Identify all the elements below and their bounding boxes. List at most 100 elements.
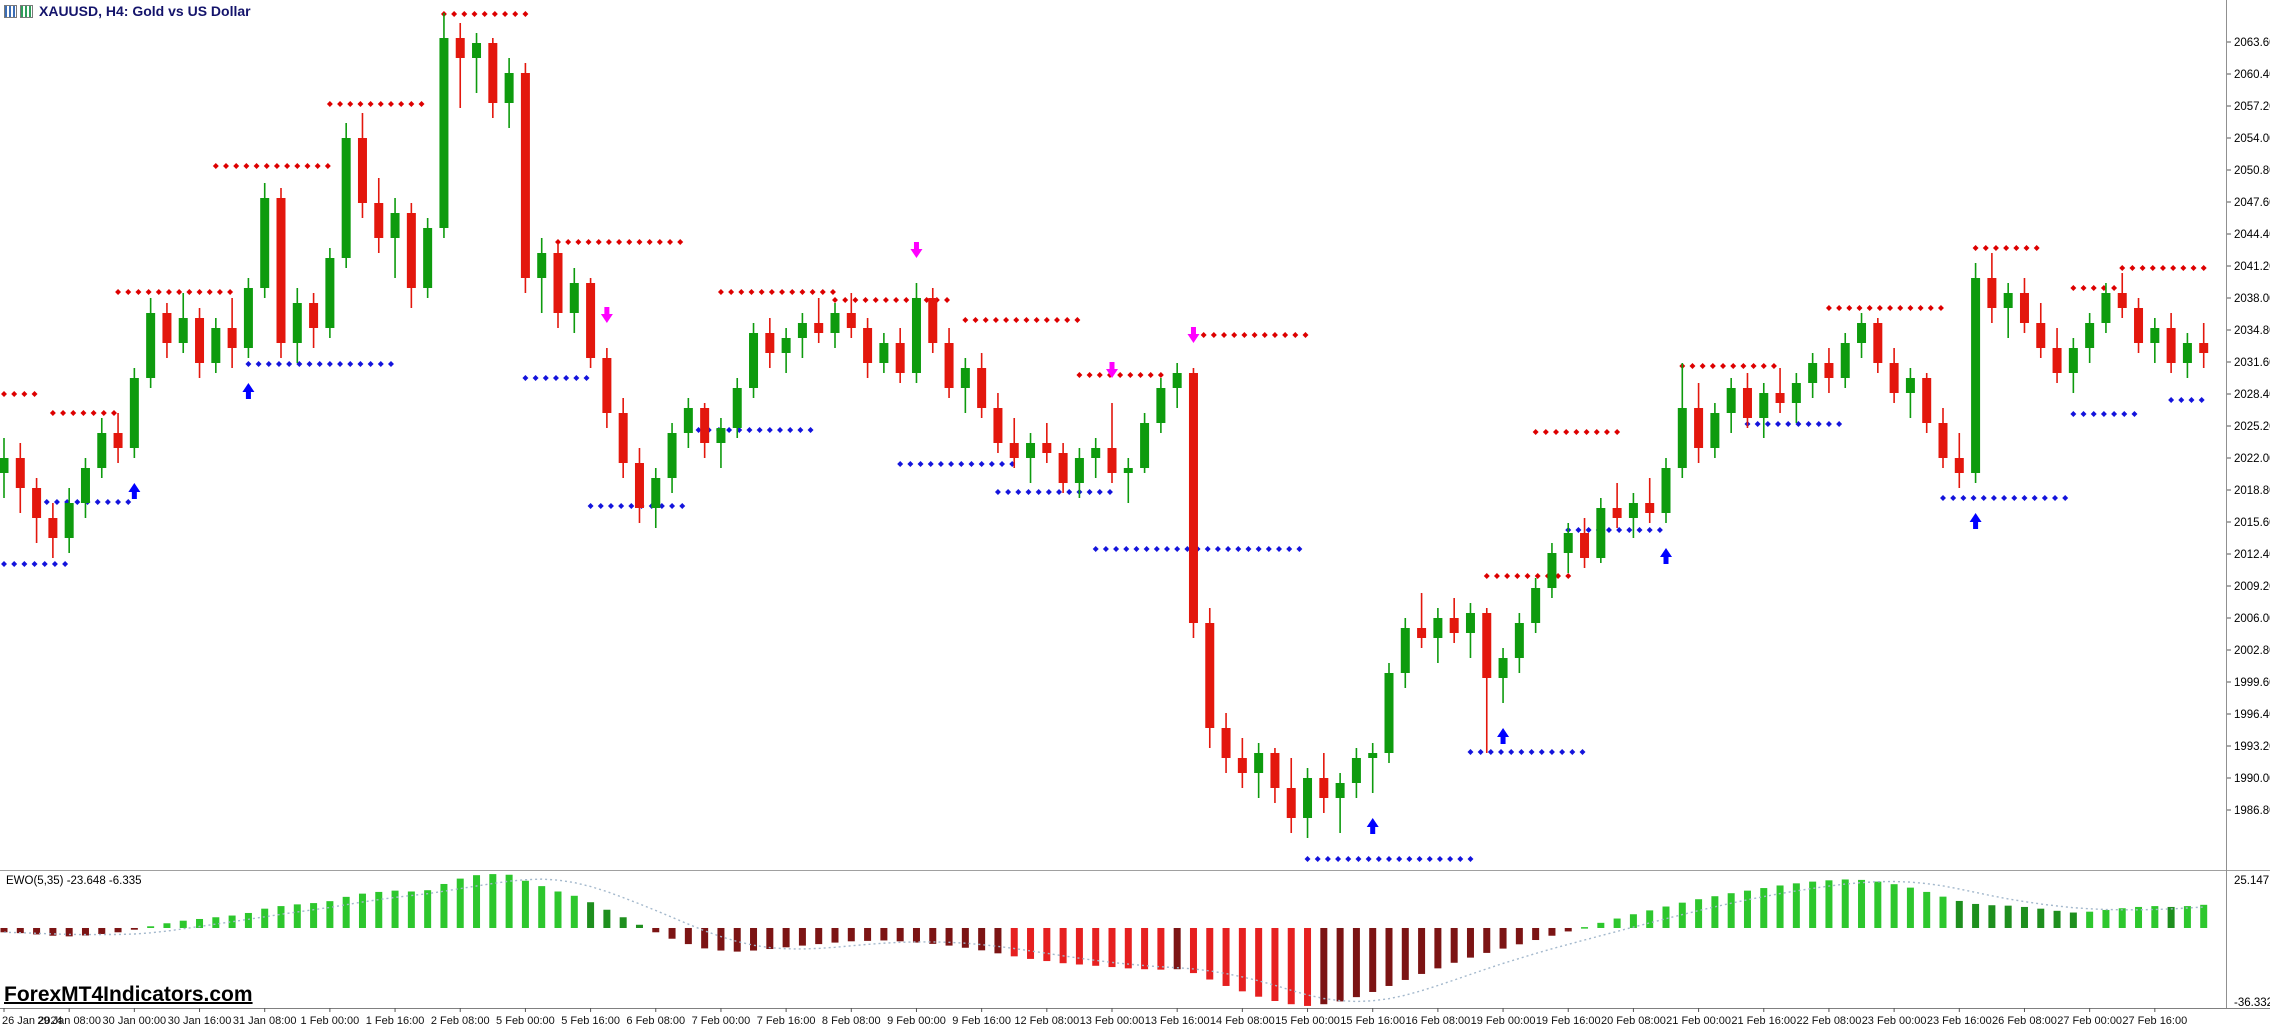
support-dot <box>74 499 81 505</box>
ewo-bar <box>424 890 432 928</box>
resistance-dot <box>1972 245 1979 251</box>
time-axis-label: 5 Feb 16:00 <box>561 1015 620 1027</box>
ewo-bar <box>2102 909 2110 928</box>
ewo-bar <box>342 896 350 928</box>
ewo-bar <box>1858 879 1866 928</box>
support-dot <box>316 361 323 367</box>
candle-bull <box>749 333 759 388</box>
candle-bear <box>195 318 205 363</box>
support-dot <box>2178 397 2185 403</box>
support-dot <box>115 499 122 505</box>
candle-bear <box>1694 408 1704 448</box>
candle-bear <box>520 73 530 278</box>
candle-bull <box>1808 363 1818 383</box>
candle-bear <box>993 408 1003 443</box>
resistance-dot <box>1147 372 1154 378</box>
support-dot <box>766 427 773 433</box>
candles-window-icon[interactable] <box>4 4 17 18</box>
ewo-bar <box>1874 881 1882 928</box>
support-dot <box>607 503 614 509</box>
resistance-dot <box>294 163 301 169</box>
candle-bull <box>2182 343 2192 363</box>
price-axis-label: 1999.60 <box>2234 677 2270 689</box>
ewo-bar <box>880 927 888 941</box>
support-dot <box>1335 856 1342 862</box>
resistance-dot <box>1096 372 1103 378</box>
support-dot <box>1106 489 1113 495</box>
support-dot <box>1477 749 1484 755</box>
candle-bear <box>586 283 596 358</box>
resistance-dot <box>284 163 291 169</box>
support-dot <box>1538 749 1545 755</box>
time-axis-label: 13 Feb 16:00 <box>1145 1015 1210 1027</box>
candle-bull <box>80 468 90 503</box>
resistance-dot <box>2190 265 2197 271</box>
candle-bull <box>879 343 889 363</box>
oscillator-window-icon[interactable] <box>20 4 33 18</box>
support-dot <box>999 461 1005 467</box>
candle-bull <box>1677 408 1687 468</box>
support-dot <box>787 427 794 433</box>
ewo-bar <box>358 893 366 928</box>
candle-bull <box>1596 508 1606 558</box>
resistance-dot <box>135 289 142 295</box>
candle-bear <box>1938 423 1948 458</box>
support-dot <box>337 361 344 367</box>
support-dot <box>255 361 262 367</box>
resistance-dot <box>1524 573 1531 579</box>
time-axis-label: 27 Feb 00:00 <box>2057 1015 2122 1027</box>
resistance-dot <box>1210 332 1217 338</box>
support-dot <box>1575 527 1582 533</box>
ewo-bar <box>929 927 937 944</box>
resistance-dot <box>227 289 234 295</box>
resistance-dot <box>324 163 331 169</box>
ewo-bar <box>1597 922 1605 928</box>
resistance-dot <box>263 163 270 169</box>
ewo-bar <box>1906 887 1914 928</box>
resistance-dot <box>1583 429 1590 435</box>
candle-bear <box>309 303 319 328</box>
candle-bear <box>2036 323 2046 348</box>
ewo-bar <box>1727 893 1735 928</box>
candle-bear <box>1188 373 1198 623</box>
resistance-dot <box>502 11 509 17</box>
ewo-bar <box>668 927 676 939</box>
ewo-bar <box>1613 918 1621 928</box>
resistance-dot <box>2180 265 2187 271</box>
time-axis-label: 31 Jan 08:00 <box>233 1015 297 1027</box>
resistance-dot <box>166 289 172 295</box>
resistance-dot <box>1709 363 1716 369</box>
time-axis-label: 21 Feb 16:00 <box>1731 1015 1796 1027</box>
time-axis-label: 8 Feb 08:00 <box>822 1015 881 1027</box>
resistance-dot <box>1493 573 1500 579</box>
resistance-dot <box>2119 265 2126 271</box>
watermark-link[interactable]: ForexMT4Indicators.com <box>4 983 253 1006</box>
price-axis-label: 2054.00 <box>2234 133 2270 145</box>
candle-bear <box>1612 508 1622 518</box>
support-dot <box>62 561 69 567</box>
support-dot <box>522 375 529 381</box>
candle-bull <box>1254 753 1264 773</box>
resistance-dot <box>1302 332 1309 338</box>
ewo-bar <box>489 874 497 928</box>
candle-bull <box>569 283 579 313</box>
support-dot <box>1528 749 1535 755</box>
support-dot <box>1314 856 1321 862</box>
price-axis-label: 2031.60 <box>2234 357 2270 369</box>
support-dot <box>628 503 635 509</box>
candle-bear <box>1987 278 1997 308</box>
resistance-dot <box>223 163 229 169</box>
time-axis-label: 19 Feb 16:00 <box>1536 1015 1601 1027</box>
candle-bull <box>781 338 791 353</box>
ewo-bar <box>98 927 106 935</box>
resistance-dot <box>408 101 415 107</box>
ewo-bar <box>1206 927 1214 980</box>
resistance-dot <box>1927 305 1934 311</box>
candle-bull <box>716 428 726 443</box>
buy-arrow-icon <box>1660 548 1672 564</box>
resistance-dot <box>1689 363 1696 369</box>
ewo-bar <box>473 875 481 928</box>
ewo-bar <box>1988 905 1996 928</box>
support-dot <box>1255 546 1262 552</box>
